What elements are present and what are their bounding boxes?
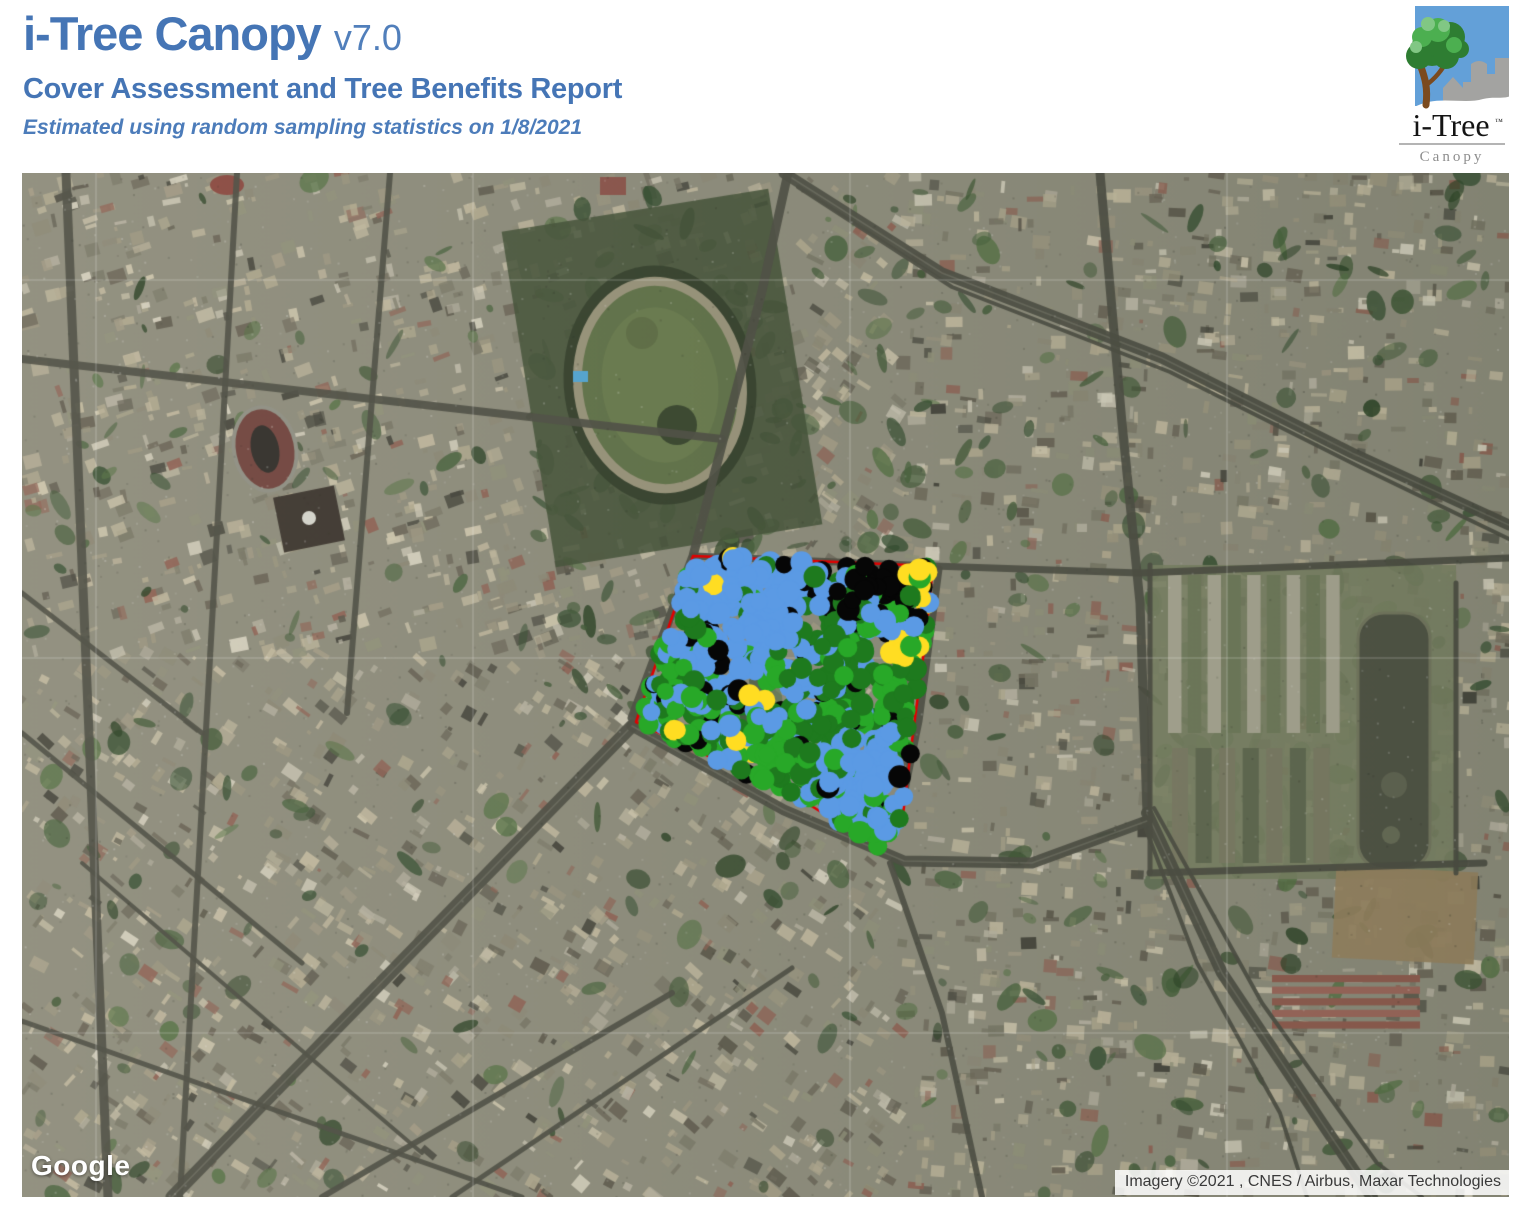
logo-product-text: Canopy bbox=[1420, 149, 1485, 165]
itree-logo-graphic: i-Tree ™ Canopy bbox=[1399, 6, 1513, 165]
logo-wave bbox=[1413, 95, 1513, 116]
logo-brand-text: i-Tree bbox=[1412, 107, 1489, 143]
logo-skyline-icon bbox=[1443, 58, 1509, 106]
imagery-attribution: Imagery ©2021 , CNES / Airbus, Maxar Tec… bbox=[1114, 1170, 1509, 1195]
logo-tm: ™ bbox=[1495, 117, 1503, 126]
map-canvas[interactable] bbox=[22, 173, 1509, 1197]
app-version: v7.0 bbox=[333, 17, 402, 58]
logo-tree-icon bbox=[1406, 17, 1469, 109]
report-subtitle: Cover Assessment and Tree Benefits Repor… bbox=[23, 73, 623, 105]
itree-logo: i-Tree ™ Canopy bbox=[1391, 4, 1513, 171]
app-title: i-Tree Canopy bbox=[23, 7, 322, 60]
page-title: i-Tree Canopy v7.0 bbox=[23, 6, 622, 61]
satellite-map[interactable]: Google Imagery ©2021 , CNES / Airbus, Ma… bbox=[22, 173, 1509, 1197]
report-note: Estimated using random sampling statisti… bbox=[23, 116, 583, 139]
report-header: i-Tree Canopy v7.0 Cover Assessment and T… bbox=[23, 6, 622, 140]
google-watermark: Google bbox=[31, 1150, 131, 1181]
